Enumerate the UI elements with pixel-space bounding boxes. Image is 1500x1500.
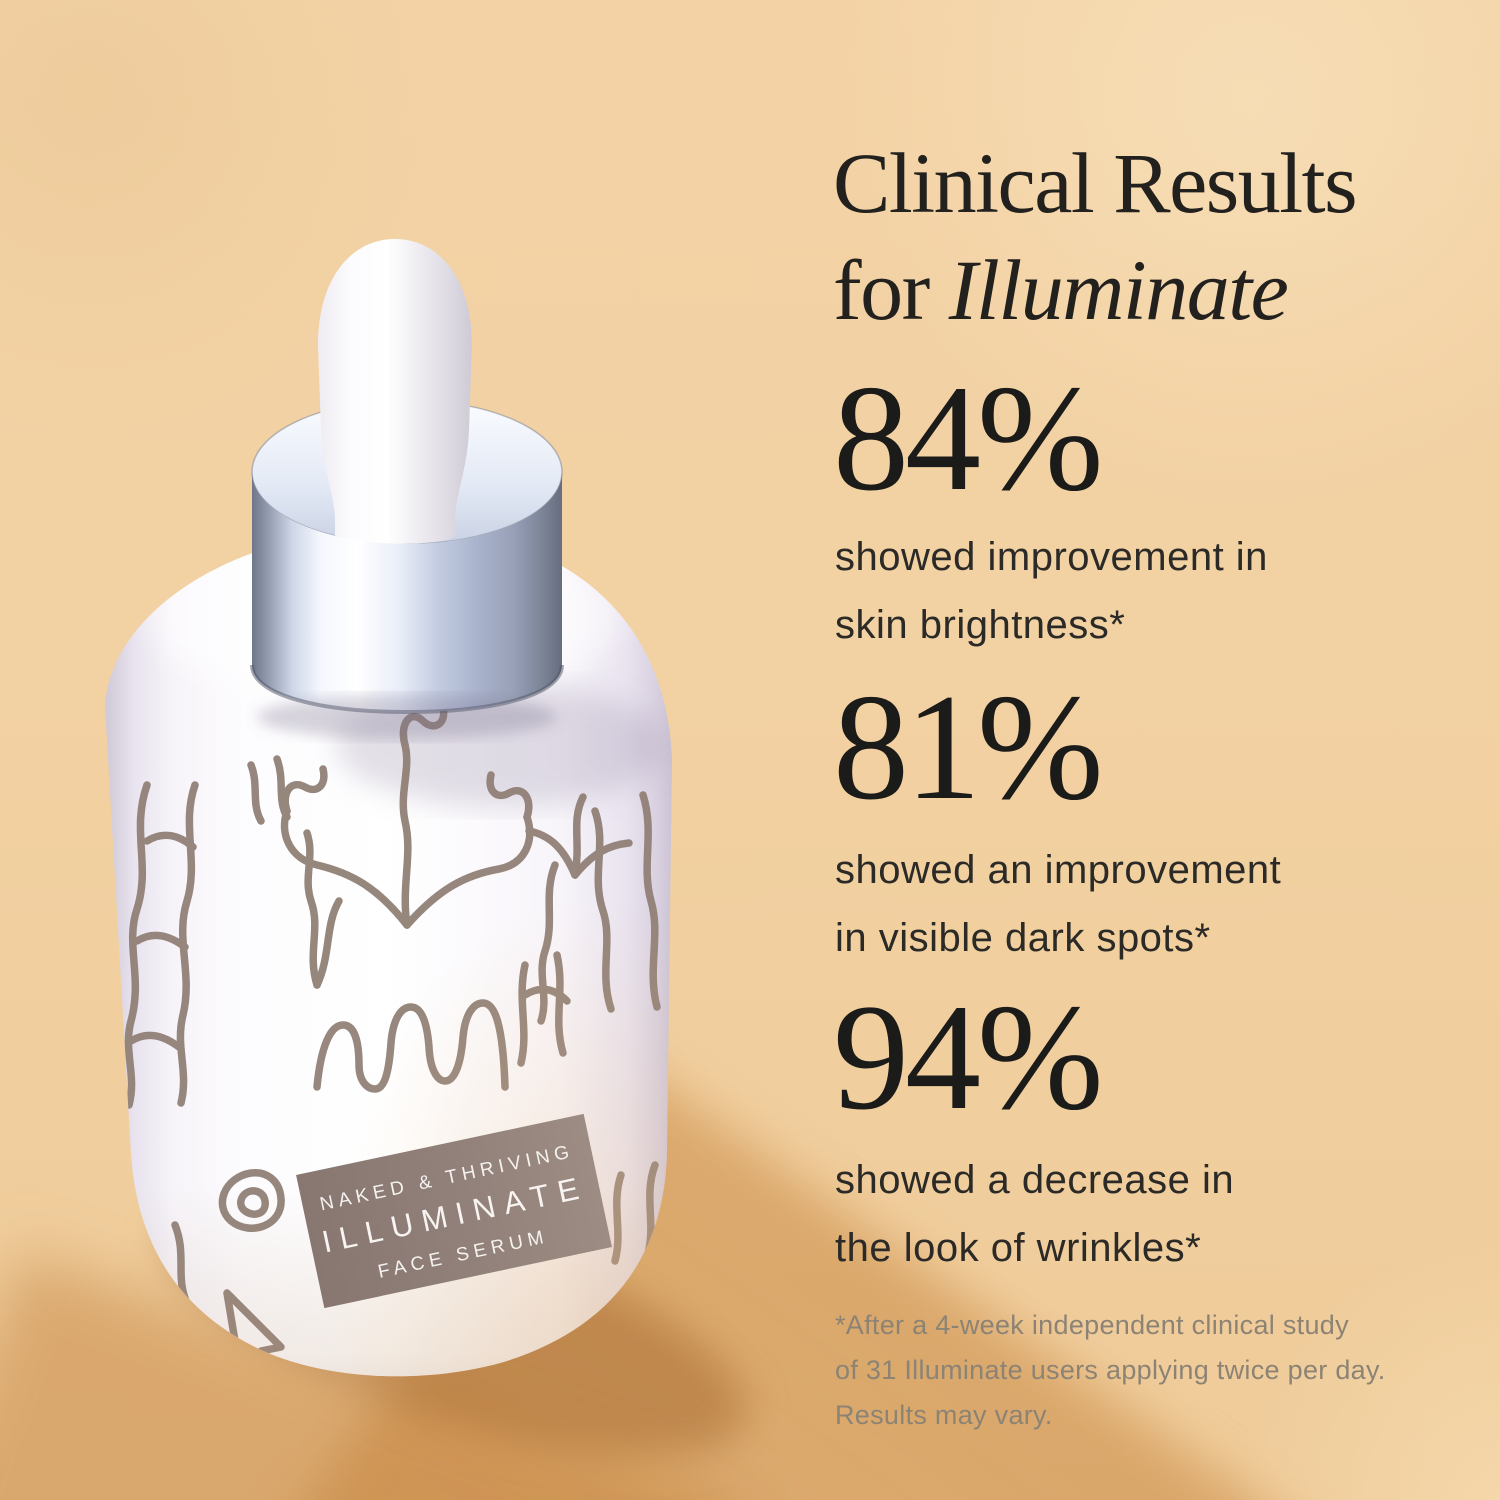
chrome-collar <box>250 472 564 739</box>
stat-caption-wrinkles: showed a decrease in the look of wrinkle… <box>835 1158 1235 1270</box>
serum-bottle: NAKED & THRIVING ILLUMINATE FACE SERUM <box>55 225 705 1415</box>
clinical-results-panel: Clinical Results for Illuminate 84% show… <box>833 130 1473 1500</box>
stat-value-dark-spots: 81% <box>833 663 1104 831</box>
collar-base-crease <box>257 695 557 739</box>
headline-line1: Clinical Results <box>833 135 1358 231</box>
study-footnote: *After a 4-week independent clinical stu… <box>835 1310 1386 1431</box>
stat-caption-dark-spots: showed an improvement in visible dark sp… <box>835 848 1282 960</box>
product-label: NAKED & THRIVING ILLUMINATE FACE SERUM <box>296 1113 612 1309</box>
dropper-bulb <box>318 239 472 544</box>
serum-bottle-graphic: NAKED & THRIVING ILLUMINATE FACE SERUM <box>105 239 672 1377</box>
headline-product-name: Illuminate <box>948 241 1289 338</box>
stat-caption-brightness: showed improvement in skin brightness* <box>835 535 1268 647</box>
headline: Clinical Results for Illuminate <box>833 130 1358 343</box>
headline-line2: for Illuminate <box>833 241 1289 338</box>
stat-value-wrinkles: 94% <box>833 973 1104 1141</box>
stat-value-brightness: 84% <box>833 354 1104 522</box>
